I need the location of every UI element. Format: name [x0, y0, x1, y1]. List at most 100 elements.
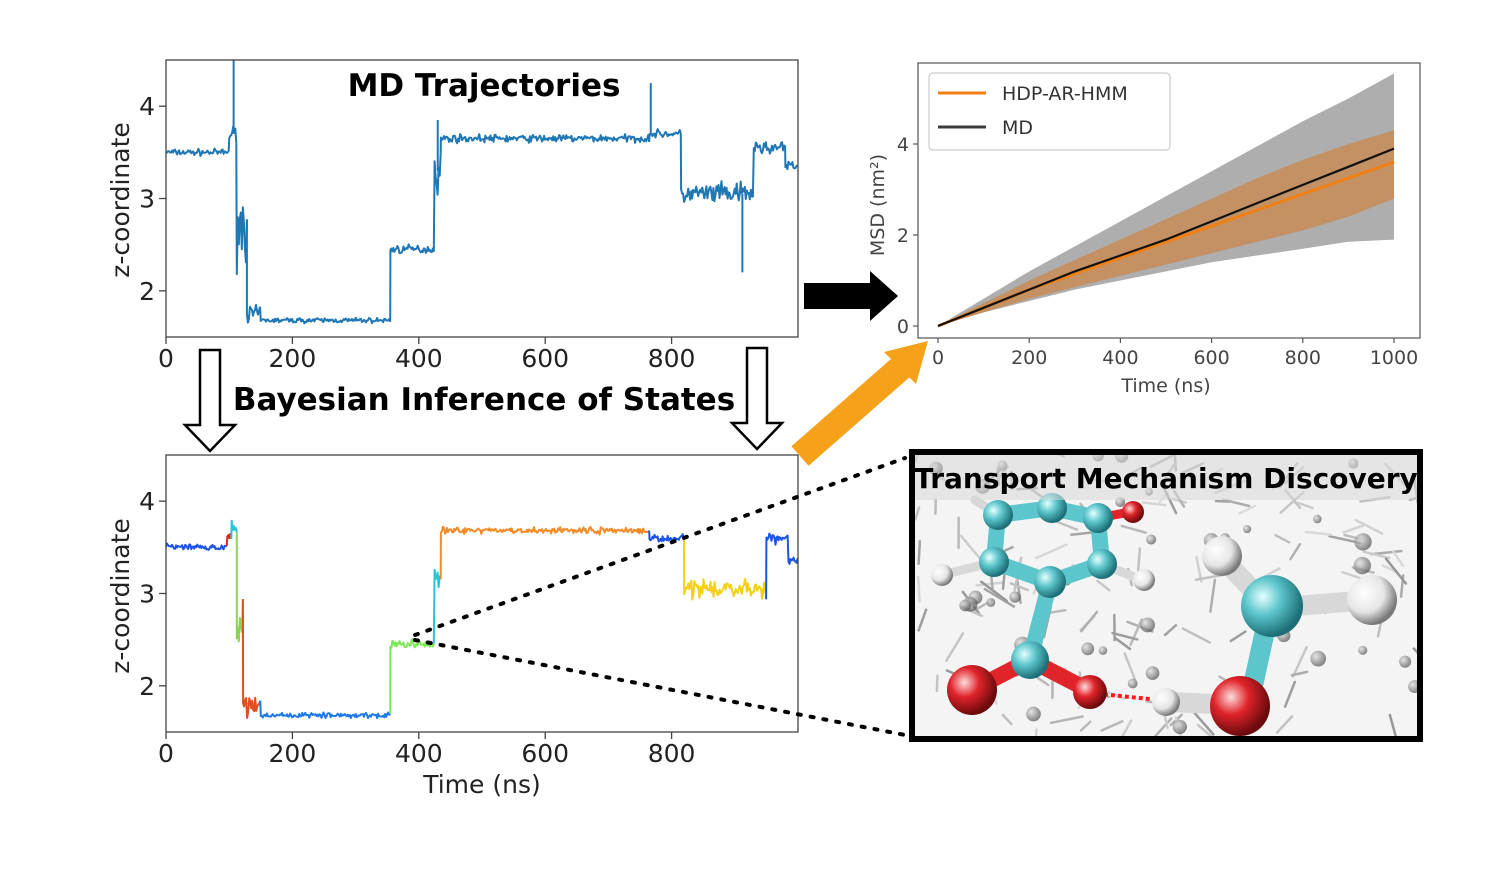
down-arrow-right-icon — [729, 346, 785, 451]
md-trajectory-chart: z-coordinate 2 3 4 0 200 400 600 800 MD Trajec… — [106, 59, 799, 373]
x-tick-label: 0 — [158, 739, 174, 768]
mesh-bond — [1275, 715, 1294, 734]
mesh-bond — [1297, 501, 1315, 510]
mesh-bond — [945, 632, 965, 662]
mesh-bond — [1283, 680, 1297, 708]
trajectory-segment — [439, 133, 651, 154]
mesh-bond — [1229, 630, 1247, 643]
mesh-bond — [1035, 543, 1068, 560]
trajectory-segment — [439, 525, 650, 580]
trajectory-segment — [389, 243, 435, 322]
y-tick-label: 4 — [139, 487, 155, 516]
msd-x-tick-label: 1000 — [1370, 347, 1418, 369]
benzoic-acid-molecule — [931, 493, 1161, 715]
mesh-atom — [1127, 678, 1138, 689]
mesh-bond — [1388, 713, 1397, 737]
mesh-atom — [959, 599, 972, 612]
y-tick-label: 3 — [139, 580, 155, 609]
msd-series-line — [937, 147, 1395, 328]
msd-ylabel: MSD (nm²) — [867, 154, 889, 256]
mesh-bond — [1141, 501, 1167, 507]
mesh-atom — [1098, 646, 1108, 655]
mesh-bond — [1194, 573, 1224, 582]
trajectory-segment — [751, 141, 786, 198]
mesh-atom — [1358, 645, 1368, 655]
mesh-bond — [1113, 636, 1132, 651]
mesh-atom — [1310, 650, 1327, 667]
mesh-bond — [1009, 582, 1030, 592]
msd-confidence-band — [938, 130, 1394, 326]
mesh-bond — [1274, 534, 1291, 544]
mesh-bond — [1238, 504, 1257, 515]
mesh-atom — [1243, 524, 1252, 534]
msd-x-tick-label: 800 — [1285, 347, 1321, 369]
zoom-dotted-lines — [413, 456, 907, 737]
mesh-bond — [980, 580, 1008, 603]
bottom-ylabel: z-coordinate — [106, 518, 135, 673]
trajectory-segment — [786, 534, 798, 565]
msd-legend: HDP-AR-HMM MD — [928, 72, 1171, 151]
y-tick-label: 2 — [139, 277, 155, 306]
mesh-bond — [916, 575, 921, 603]
legend-box — [928, 72, 1171, 151]
msd-confidence-band — [938, 73, 1394, 326]
x-tick-label: 200 — [269, 344, 317, 373]
mesh-atom — [1026, 706, 1041, 722]
mesh-atom — [1081, 642, 1095, 656]
mesh-bond — [1120, 524, 1147, 534]
mesh-bond — [1181, 627, 1212, 644]
trajectory-segment — [166, 542, 227, 551]
mesh-atom — [1140, 617, 1155, 633]
mesh-bond — [1079, 720, 1092, 732]
mesh-atom — [1172, 719, 1187, 735]
top-ylabel: z-coordinate — [106, 122, 135, 277]
mesh-bond — [1362, 550, 1391, 560]
y-tick-label: 4 — [139, 92, 155, 121]
trajectory-segment — [784, 145, 798, 171]
mesh-bond — [914, 506, 921, 521]
mesh-bond — [1291, 645, 1308, 678]
legend-label-md: MD — [1002, 117, 1033, 139]
mesh-bond — [1123, 652, 1137, 681]
trajectory-segment — [245, 219, 261, 324]
msd-y-tick-label: 4 — [897, 134, 909, 156]
trajectory-segment — [235, 532, 244, 643]
mesh-atom — [1313, 514, 1322, 524]
mesh-bond — [917, 608, 928, 632]
msd-y-tick-label: 2 — [897, 225, 909, 247]
legend-label-hdp: HDP-AR-HMM — [1002, 83, 1128, 105]
msd-x-tick-label: 200 — [1011, 347, 1047, 369]
mesh-bond — [1121, 719, 1133, 738]
msd-plot-frame — [917, 62, 1421, 339]
mesh-bond — [1129, 618, 1143, 647]
trajectory-segment — [241, 599, 262, 719]
mesh-bond — [975, 581, 1005, 587]
trajectory-segment — [648, 530, 685, 543]
msd-xlabel: Time (ns) — [1120, 375, 1210, 397]
right-arrow-icon — [804, 271, 898, 321]
mesh-atom — [1354, 533, 1372, 551]
mesh-atom — [1353, 556, 1372, 575]
trajectory-segment — [227, 125, 238, 152]
mesh-bond — [959, 534, 981, 560]
mesh-bond — [1191, 709, 1215, 736]
mesh-bond — [1354, 518, 1384, 535]
trajectory-segment — [259, 700, 391, 720]
trajectory-segment — [166, 147, 230, 157]
mesh-atom — [1145, 666, 1160, 680]
x-tick-label: 600 — [521, 344, 569, 373]
mesh-bond — [1152, 717, 1173, 739]
x-tick-label: 400 — [395, 344, 443, 373]
mesh-bond — [1111, 631, 1139, 641]
mesh-bond — [1100, 720, 1124, 732]
x-tick-label: 200 — [269, 739, 317, 768]
down-arrow-left-icon — [182, 348, 238, 453]
mesh-bond — [1209, 578, 1217, 613]
mesh-atom — [1399, 655, 1412, 668]
trajectory-segment — [389, 638, 435, 714]
mesh-bond — [1304, 530, 1332, 536]
mesh-bond — [1163, 624, 1178, 637]
mesh-atom — [1009, 591, 1021, 603]
x-tick-label: 600 — [521, 739, 569, 768]
mesh-bond — [1049, 715, 1084, 725]
